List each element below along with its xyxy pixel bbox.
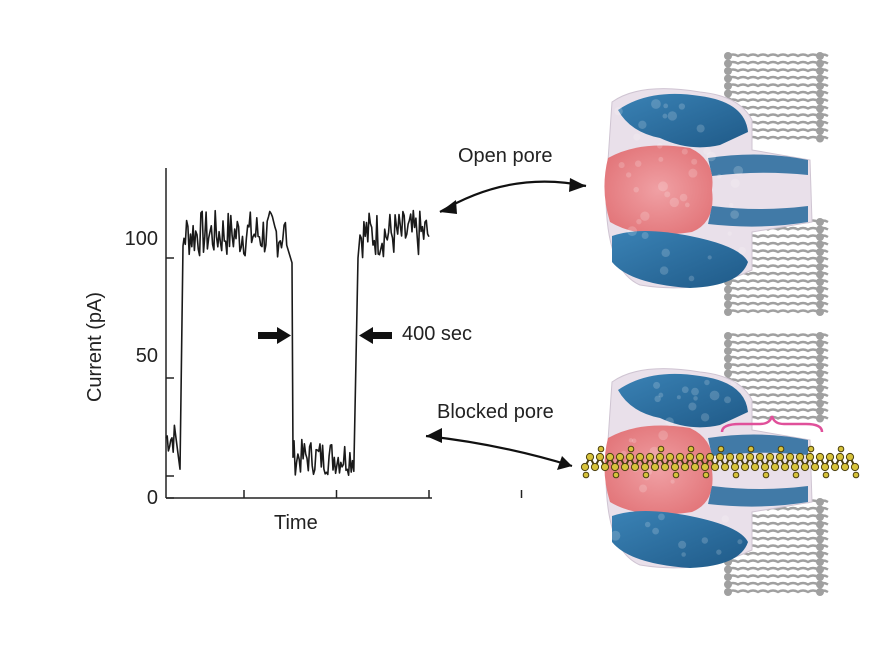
protein-surface — [604, 88, 813, 289]
blocked-pore-label: Blocked pore — [437, 401, 554, 423]
left-arrow — [258, 327, 291, 344]
current-trace — [165, 209, 430, 476]
chart-axes — [165, 168, 432, 499]
y-ticks — [166, 257, 174, 499]
open-pore-label: Open pore — [458, 145, 553, 167]
blocked-pore-structure — [604, 332, 829, 596]
blocked-pore-connector — [425, 428, 573, 470]
y-tick-label-0: 0 — [146, 487, 158, 509]
y-tick-label-100: 100 — [124, 228, 158, 250]
lipid-bilayer — [724, 52, 829, 316]
duration-annotation: 400 sec — [402, 323, 473, 345]
open-pore-connector — [439, 178, 587, 214]
right-arrow — [359, 327, 392, 344]
pore-constriction-bracket — [720, 415, 824, 433]
y-axis-label: Current (pA) — [84, 291, 106, 403]
x-ticks — [243, 490, 523, 498]
peptide-chain — [580, 445, 860, 479]
x-axis-label: Time — [274, 512, 318, 534]
y-tick-label-50: 50 — [135, 345, 158, 367]
open-pore-structure — [604, 52, 829, 316]
duration-arrows — [258, 327, 392, 344]
